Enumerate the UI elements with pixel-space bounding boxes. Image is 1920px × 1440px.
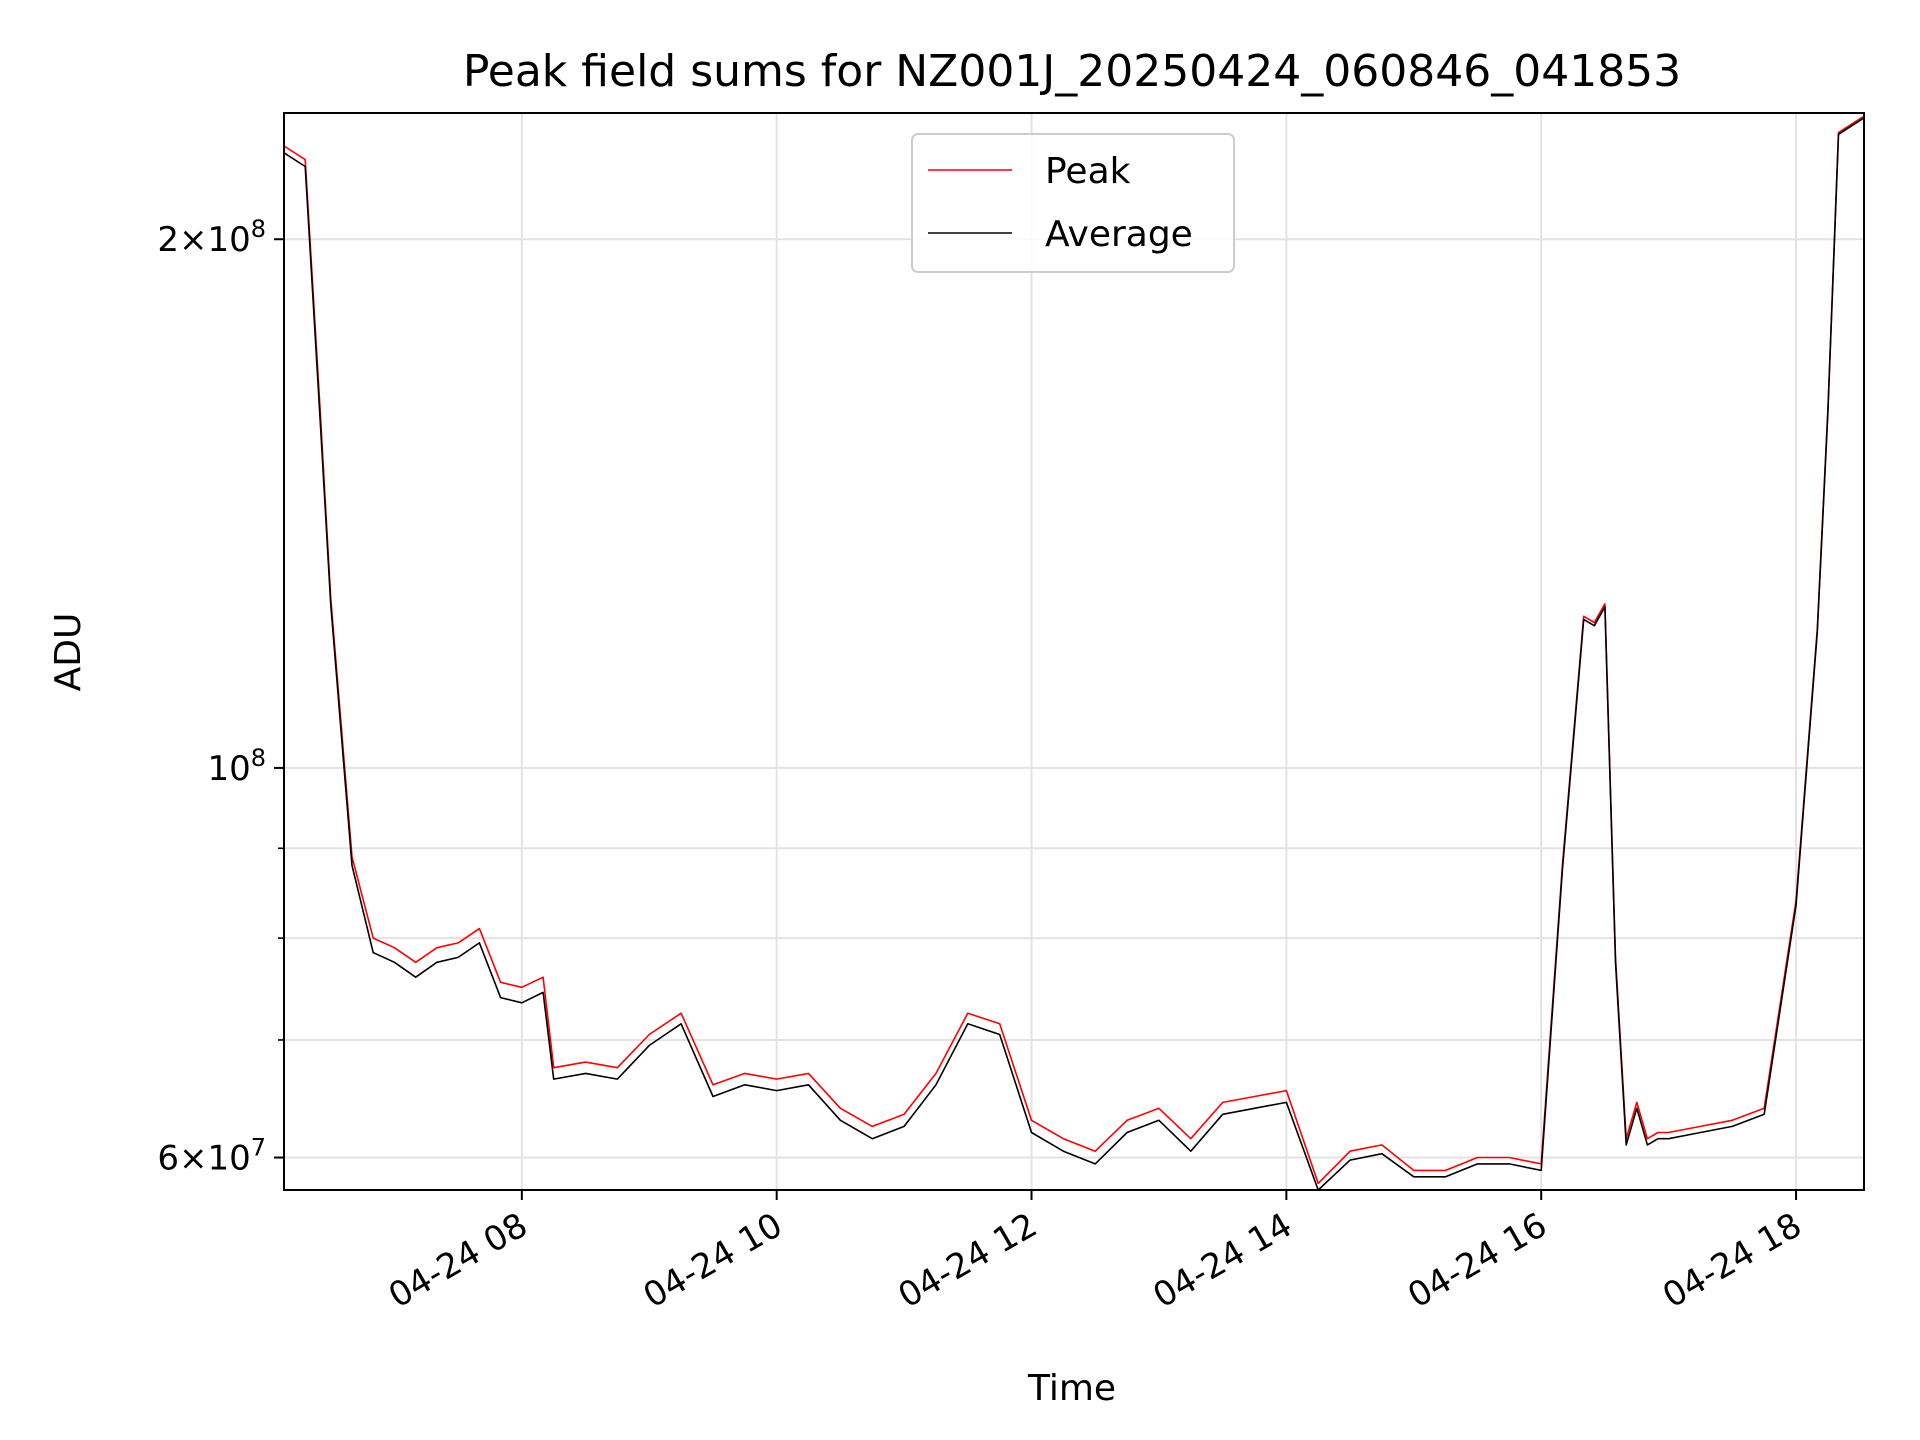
x-tick-label: 04-24 16 [1401, 1205, 1553, 1316]
y-axis-label: ADU [48, 613, 89, 692]
grid-lines [284, 113, 1864, 1190]
y-tick-label: 6×107 [157, 1134, 266, 1179]
legend: Peak Average [911, 133, 1235, 273]
x-axis-ticks: 04-24 08 04-24 10 04-24 12 04-24 14 04-24 16… [382, 1190, 1809, 1316]
x-axis-label: Time [1027, 1368, 1116, 1409]
x-tick-label: 04-24 08 [382, 1205, 534, 1316]
legend-label-peak: Peak [1045, 151, 1131, 192]
legend-label-average: Average [1045, 214, 1193, 255]
series-lines [283, 115, 1865, 1191]
x-tick-label: 04-24 14 [1146, 1205, 1298, 1316]
series-line-average [283, 117, 1865, 1191]
legend-box [911, 133, 1235, 273]
chart-title: Peak field sums for NZ001J_20250424_0608… [463, 46, 1681, 97]
y-axis-ticks: 6×107 108 2×108 [157, 215, 284, 1179]
x-tick-label: 04-24 12 [892, 1205, 1044, 1316]
x-tick-label: 04-24 10 [637, 1205, 789, 1316]
x-tick-label: 04-24 18 [1656, 1205, 1808, 1316]
y-tick-label: 108 [207, 744, 266, 789]
plot-frame [283, 112, 1865, 1191]
series-line-peak [283, 115, 1865, 1185]
y-tick-label: 2×108 [157, 215, 266, 260]
